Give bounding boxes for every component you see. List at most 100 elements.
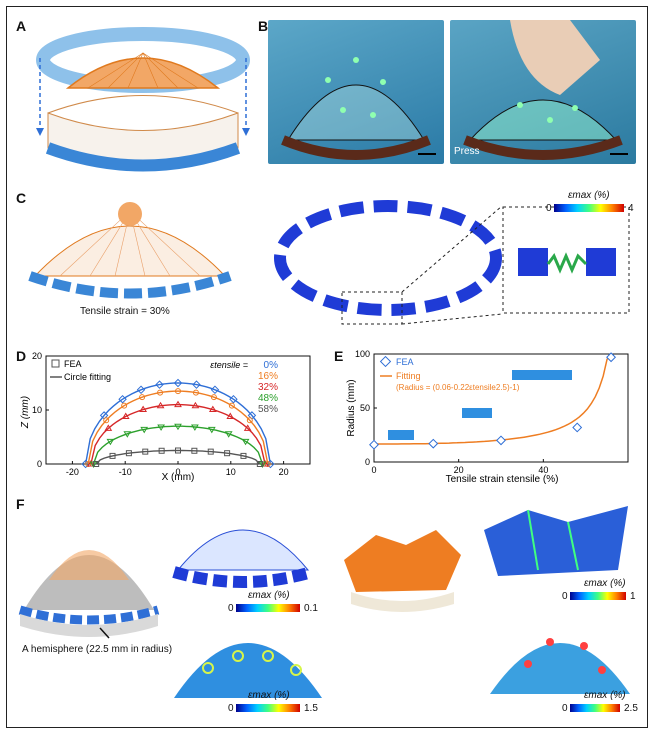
panel-f-wrinkled-fea <box>484 506 628 576</box>
chart-d-ytick-label: 20 <box>32 351 42 361</box>
chart-d-point <box>99 411 109 420</box>
chart-e-insets <box>388 370 572 440</box>
panel-label-f: F <box>16 496 25 512</box>
chart-e-ytick-label: 100 <box>355 349 370 359</box>
chart-d-point <box>266 459 275 469</box>
chart-d-legend-value: 58% <box>258 404 278 415</box>
chart-d-point <box>191 424 199 431</box>
chart-d-point <box>191 401 200 409</box>
chart-d-point <box>175 388 181 395</box>
chart-e-point <box>496 435 506 446</box>
chart-e-legend: FEA Fitting (Radius = (0.06-0.22εtensile… <box>379 355 520 392</box>
chart-e-fit-line <box>374 354 612 445</box>
chart-d-point <box>191 447 198 454</box>
panel-label-d: D <box>16 348 27 364</box>
chart-e-xtick-label: 20 <box>454 465 464 475</box>
chart-d-point <box>140 426 149 434</box>
chart-d-strain-prefix: εtensile = <box>210 360 248 370</box>
colorbar-f4-min: 0 <box>562 703 568 714</box>
colorbar-f1 <box>236 604 300 612</box>
colorbar-f4 <box>570 704 620 712</box>
chart-d-point <box>104 424 113 431</box>
chart-d-point <box>139 394 146 401</box>
chart-d-legend-value: 0% <box>264 360 279 371</box>
colorbar-f3-max: 1 <box>630 591 636 602</box>
colorbar-c-max: 4 <box>628 203 634 214</box>
chart-d-point <box>210 394 217 401</box>
chart-d-point <box>243 424 252 431</box>
panel-c-caption: Tensile strain = 30% <box>80 306 170 317</box>
panel-c-zoom <box>502 206 630 314</box>
panel-label-a: A <box>16 18 27 34</box>
colorbar-f1-min: 0 <box>228 603 234 614</box>
chart-d-point <box>136 385 146 395</box>
chart-d-point <box>155 380 164 389</box>
chart-d-legend-value: 16% <box>258 371 278 382</box>
press-label: Press <box>454 146 480 157</box>
chart-d-legend-fit: Circle fitting <box>64 372 111 382</box>
colorbar-f1-title: εmax (%) <box>248 590 290 601</box>
chart-d-point <box>121 402 128 409</box>
chart-d-point <box>121 412 130 419</box>
chart-d-point <box>207 426 216 434</box>
chart-d-point <box>256 461 263 467</box>
panel-c-dome <box>28 202 232 299</box>
colorbar-f4-max: 2.5 <box>624 703 638 714</box>
panel-f-dome-fea-top <box>172 529 314 588</box>
colorbar-f1-max: 0.1 <box>304 603 318 614</box>
panel-f-wrinkled-cover <box>344 530 461 612</box>
chart-d-ylabel: Z (mm) <box>20 396 31 429</box>
chart-d-point <box>246 417 253 424</box>
chart-d-point <box>86 460 95 467</box>
chart-d-xtick-label: 10 <box>226 467 236 477</box>
chart-d-point <box>173 378 183 388</box>
chart-d-point <box>109 452 116 459</box>
chart-d-point <box>241 438 250 446</box>
chart-d-point <box>175 447 181 454</box>
colorbar-f2 <box>236 704 300 712</box>
chart-d-xtick-label: 20 <box>279 467 289 477</box>
chart-d-series-line <box>87 390 269 465</box>
chart-d-xtick-label: -20 <box>66 467 79 477</box>
panel-label-c: C <box>16 190 27 206</box>
chart-e-ytick-label: 0 <box>365 457 370 467</box>
chart-d-point <box>192 380 201 389</box>
chart-d-point <box>81 459 90 469</box>
chart-d-point <box>192 389 199 396</box>
chart-d-point <box>157 424 165 431</box>
hemisphere-caption: A hemisphere (22.5 mm in radius) <box>22 644 173 655</box>
chart-d-point <box>226 412 235 419</box>
chart-e: Radius (mm) Tensile strain εtensile (%) … <box>346 349 629 485</box>
chart-e-legend-fit: Fitting <box>396 371 421 381</box>
chart-d-point <box>224 450 231 457</box>
chart-d-legend: FEA Circle fitting εtensile = 0%16%32%48… <box>50 359 278 415</box>
chart-e-xtick-label: 0 <box>371 465 376 475</box>
panel-b-photo-right <box>450 20 636 164</box>
chart-d-ytick-label: 10 <box>32 405 42 415</box>
chart-e-legend-fea: FEA <box>396 357 414 367</box>
chart-e-point <box>572 422 583 433</box>
chart-e-xlabel: Tensile strain εtensile (%) <box>446 474 559 485</box>
chart-e-xtick-label: 40 <box>538 465 548 475</box>
colorbar-f2-min: 0 <box>228 703 234 714</box>
chart-d-point <box>229 394 238 404</box>
panel-label-e: E <box>334 348 344 364</box>
chart-d-xtick-label: 0 <box>175 467 180 477</box>
chart-d-point <box>210 385 220 395</box>
chart-e-point <box>428 438 439 449</box>
chart-e-ytick-label: 50 <box>360 403 370 413</box>
chart-d-point <box>139 405 148 413</box>
figure-frame <box>6 6 648 728</box>
chart-d-legend-value: 48% <box>258 393 278 404</box>
colorbar-c-min: 0 <box>546 203 552 214</box>
chart-d-legend-fea: FEA <box>64 359 82 369</box>
chart-d-point <box>174 400 182 408</box>
colorbar-f3 <box>570 592 626 600</box>
chart-d-series-line <box>95 449 261 465</box>
chart-e-point <box>606 352 617 363</box>
panel-f-hemisphere <box>18 550 160 639</box>
chart-d-point <box>261 460 270 467</box>
colorbar-f2-max: 1.5 <box>304 703 318 714</box>
chart-d-point <box>156 401 165 409</box>
